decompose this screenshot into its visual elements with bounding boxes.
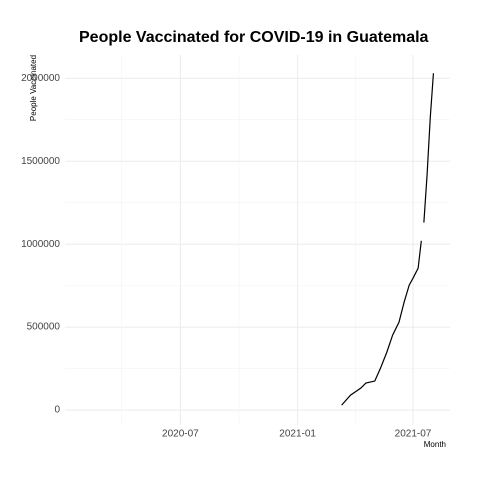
y-tick-label: 500000 — [27, 322, 61, 333]
chart-title: People Vaccinated for COVID-19 in Guatem… — [79, 29, 429, 46]
y-tick-label: 1500000 — [21, 156, 60, 167]
x-tick-label: 2021-07 — [395, 429, 432, 440]
y-tick-label: 0 — [54, 405, 60, 416]
y-tick-label: 2000000 — [21, 73, 60, 84]
x-tick-label: 2021-01 — [279, 429, 316, 440]
data-line — [341, 73, 435, 406]
y-axis-label: People Vaccinated — [29, 55, 38, 121]
y-tick-label: 1000000 — [21, 239, 60, 250]
x-tick-label: 2020-07 — [162, 429, 199, 440]
x-axis-label: Month — [424, 440, 446, 449]
